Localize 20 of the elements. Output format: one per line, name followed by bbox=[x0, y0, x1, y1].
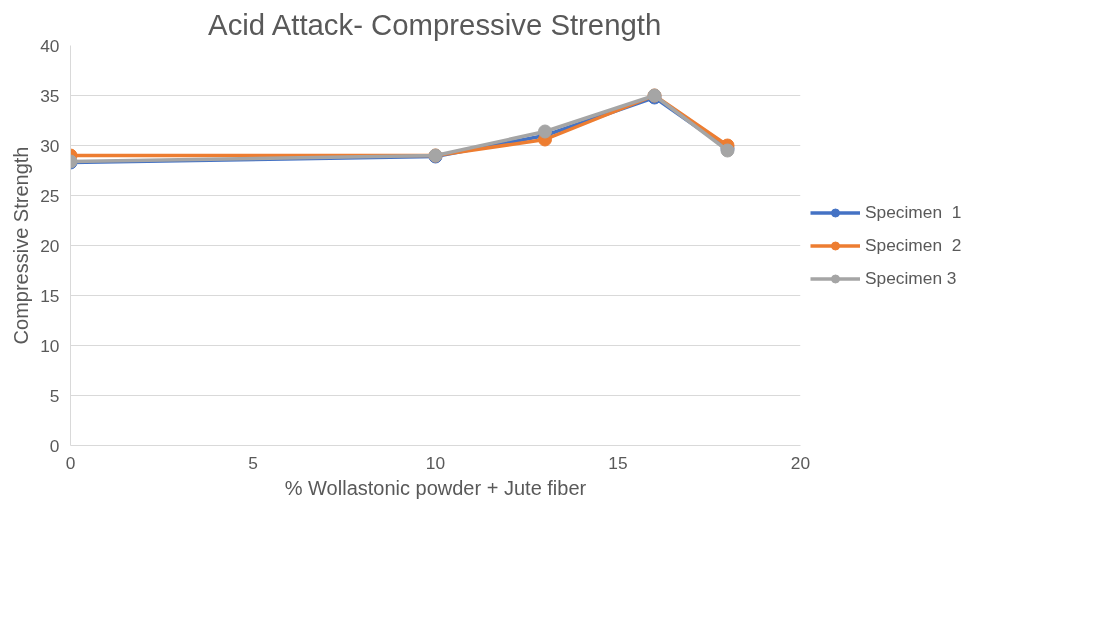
y-tick-label: 20 bbox=[40, 235, 60, 256]
y-tick-label: 0 bbox=[49, 435, 60, 456]
x-tick-label: 20 bbox=[790, 452, 811, 473]
y-tick-label: 25 bbox=[40, 185, 60, 206]
y-tick-label: 35 bbox=[40, 85, 60, 106]
legend-label: Specimen 2 bbox=[865, 234, 962, 256]
y-tick-label: 5 bbox=[49, 385, 60, 406]
y-tick-label: 10 bbox=[40, 335, 60, 356]
y-tick-label: 15 bbox=[40, 285, 60, 306]
x-tick-label: 10 bbox=[425, 452, 446, 473]
x-tick-label: 0 bbox=[65, 452, 76, 473]
y-tick-label: 40 bbox=[40, 35, 60, 56]
chart-title: Acid Attack- Compressive Strength bbox=[208, 7, 662, 41]
legend-label: Specimen 1 bbox=[865, 201, 962, 223]
x-tick-label: 5 bbox=[248, 452, 258, 473]
x-tick-label: 15 bbox=[608, 452, 628, 473]
y-tick-label: 30 bbox=[40, 135, 60, 156]
legend-label: Specimen 3 bbox=[865, 267, 957, 289]
x-axis-title: % Wollastonic powder + Jute fiber bbox=[284, 476, 587, 499]
y-axis-title: Compressive Strength bbox=[10, 146, 33, 345]
